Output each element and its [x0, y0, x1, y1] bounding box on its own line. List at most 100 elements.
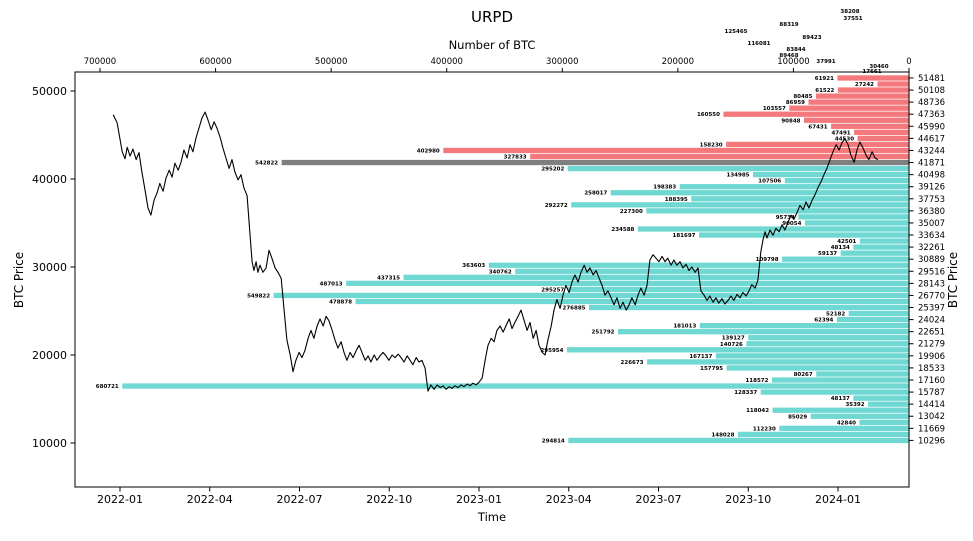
right-axis-tick-label: 21279: [918, 340, 945, 350]
bar-value-label: 48134: [831, 245, 850, 251]
bar-value-label: 42501: [837, 239, 856, 245]
top-axis-tick-label: 600000: [199, 57, 231, 67]
bar-value-label: 292272: [545, 203, 568, 209]
distribution-bar: [571, 202, 909, 208]
overflow-bar-value-label: 89468: [779, 53, 798, 59]
distribution-bar: [748, 335, 909, 341]
distribution-bar: [488, 262, 909, 268]
bottom-axis-tick-label: 2022-04: [187, 493, 233, 506]
bar-value-label: 134985: [727, 173, 750, 179]
distribution-bar: [784, 178, 909, 184]
right-axis-tick-label: 48736: [918, 98, 945, 108]
bar-value-label: 61522: [815, 88, 834, 94]
bottom-axis-tick-label: 2024-01: [815, 493, 861, 506]
distribution-bar: [281, 159, 910, 166]
bar-value-label: 167137: [689, 354, 712, 360]
distribution-bar: [816, 371, 909, 377]
bottom-axis-tick-label: 2022-10: [366, 493, 412, 506]
distribution-bar: [760, 389, 909, 395]
distribution-bar: [723, 111, 909, 117]
distribution-bar: [815, 93, 909, 99]
right-axis-tick-label: 33634: [918, 231, 945, 241]
right-axis-tick-label: 25397: [918, 304, 945, 314]
overflow-bar-value-label: 125465: [725, 29, 748, 35]
bar-value-label: 42840: [837, 420, 856, 426]
distribution-bar: [726, 141, 909, 148]
top-axis-tick-label: 300000: [546, 57, 578, 67]
distribution-bar: [567, 165, 909, 172]
bar-value-label: 85029: [788, 414, 807, 420]
distribution-bar: [515, 268, 909, 274]
btc-price-line: [112, 111, 879, 392]
bar-value-label: 52182: [826, 312, 845, 318]
bottom-axis-tick-label: 2022-07: [277, 493, 323, 506]
distribution-bar: [810, 413, 909, 419]
bar-value-label: 327833: [504, 154, 527, 160]
bar-value-label: 109798: [756, 257, 779, 263]
bar-value-label: 118572: [745, 378, 768, 384]
right-axis-tick-label: 13042: [918, 412, 945, 422]
distribution-bar: [789, 105, 909, 111]
right-axis-tick-label: 45990: [918, 122, 945, 132]
bar-value-label: 276885: [563, 306, 586, 312]
bar-value-label: 61921: [815, 76, 834, 82]
distribution-bar: [737, 431, 909, 438]
distribution-bar: [752, 171, 909, 178]
bar-value-label: 227300: [620, 209, 643, 215]
bar-value-label: 234588: [611, 227, 634, 233]
distribution-bar: [808, 99, 909, 105]
distribution-bar: [646, 208, 909, 214]
distribution-bar: [848, 310, 909, 317]
bar-value-label: 549822: [247, 293, 270, 299]
right-axis-tick-label: 18533: [918, 364, 945, 374]
bar-value-label: 80485: [793, 94, 812, 100]
bar-value-label: 160550: [697, 112, 720, 118]
distribution-bar: [355, 298, 910, 305]
right-axis-tick-label: 44617: [918, 134, 945, 144]
bar-value-label: 59137: [818, 251, 837, 257]
bar-value-label: 251792: [592, 330, 615, 336]
bar-value-label: 62394: [814, 318, 833, 324]
right-axis-label: BTC Price: [946, 251, 960, 309]
bottom-axis-tick-label: 2023-07: [636, 493, 682, 506]
bar-value-label: 478878: [329, 299, 352, 305]
distribution-bar: [857, 135, 909, 142]
bar-value-label: 226673: [621, 360, 644, 366]
distribution-bar: [877, 81, 909, 87]
bar-value-label: 139127: [722, 336, 745, 342]
right-axis-tick-label: 22651: [918, 328, 945, 338]
overflow-bar-value-label: 37551: [843, 16, 862, 22]
distribution-bar: [715, 353, 909, 359]
right-axis-tick-label: 30889: [918, 255, 945, 265]
bar-value-label: 542822: [255, 161, 278, 167]
distribution-bar: [403, 274, 909, 280]
bar-value-label: 402980: [417, 148, 440, 154]
distribution-bar: [804, 220, 909, 226]
bar-value-label: 140726: [720, 342, 743, 348]
bar-value-label: 86959: [786, 100, 805, 106]
distribution-bar: [771, 377, 909, 383]
bar-value-label: 90848: [781, 118, 800, 124]
overflow-bar-value-label: 88319: [779, 22, 798, 28]
bar-value-label: 35392: [845, 402, 864, 408]
right-axis-tick-label: 35007: [918, 219, 945, 229]
bottom-axis-tick-label: 2023-10: [725, 493, 771, 506]
distribution-bar: [637, 226, 909, 232]
bar-value-label: 437315: [377, 275, 400, 281]
distribution-bar: [699, 323, 909, 329]
right-axis-tick-label: 36380: [918, 207, 945, 217]
bar-value-label: 363603: [462, 263, 485, 269]
distribution-bar: [854, 129, 909, 135]
bar-value-label: 128337: [734, 390, 757, 396]
distribution-bar: [782, 256, 909, 262]
distribution-bar: [831, 123, 909, 129]
top-axis-tick-label: 200000: [662, 57, 694, 67]
distribution-bar: [568, 437, 909, 444]
distribution-bar: [868, 401, 909, 407]
distribution-bar: [837, 75, 909, 81]
bar-value-label: 157795: [700, 366, 723, 372]
right-axis-tick-label: 41871: [918, 159, 945, 169]
right-axis-tick-label: 50108: [918, 86, 945, 96]
top-axis-tick-label: 700000: [84, 57, 116, 67]
